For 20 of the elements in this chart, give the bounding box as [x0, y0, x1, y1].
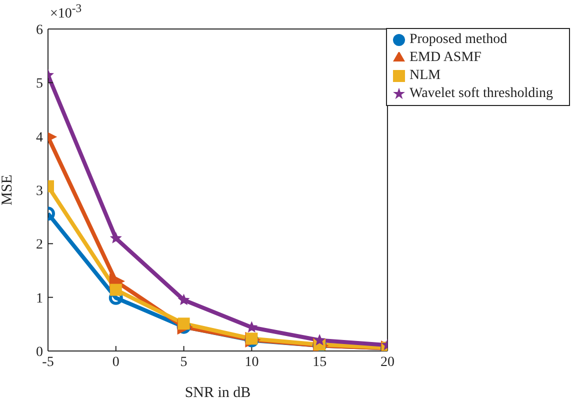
- y-tick-label: 1: [36, 291, 43, 306]
- x-axis-title: SNR in dB: [184, 385, 251, 401]
- y-axis-title: MSE: [0, 174, 16, 206]
- y-tick-label: 5: [36, 76, 43, 92]
- x-tick-label: 0: [112, 354, 120, 370]
- x-tick-label: 20: [380, 354, 394, 370]
- legend-label: EMD ASMF: [409, 50, 482, 65]
- x-tick-label: 15: [312, 354, 327, 370]
- y-tick-label: 3: [36, 184, 43, 199]
- y-tick-label: 4: [36, 130, 43, 146]
- x-tick-label: 5: [180, 354, 188, 370]
- y-tick-label: 0: [36, 344, 43, 360]
- legend-label: Proposed method: [409, 32, 508, 47]
- y-tick-label: 6: [36, 22, 43, 38]
- x-tick-label: 10: [244, 354, 259, 370]
- legend-label: Wavelet soft thresholding: [409, 86, 553, 101]
- text: ×10$^{-3}$: [50, 2, 82, 23]
- legend-label: NLM: [409, 68, 441, 83]
- x-tick-label: -5: [42, 354, 54, 370]
- y-tick-label: 2: [36, 238, 43, 253]
